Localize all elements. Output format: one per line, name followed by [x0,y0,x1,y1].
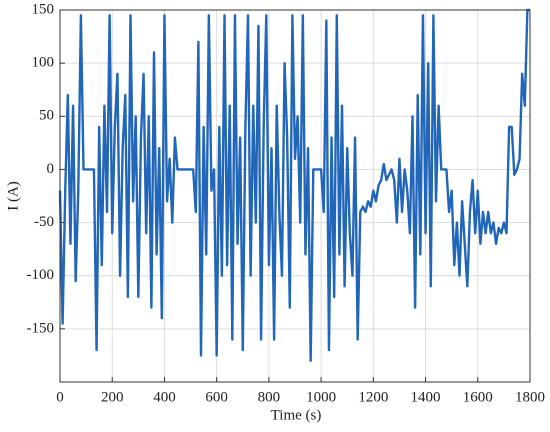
x-axis-label: Time (s) [271,407,322,423]
y-tick-label: 150 [32,1,55,17]
y-tick-label: 100 [32,55,55,71]
x-tick-label: 1400 [411,389,441,405]
x-tick-label: 600 [205,389,228,405]
x-tick-label: 1800 [515,389,545,405]
x-tick-label: 1600 [463,389,493,405]
x-tick-label: 200 [101,389,124,405]
x-tick-label: 1000 [306,389,336,405]
y-axis-label: I (A) [5,181,21,211]
plot-frame [59,9,531,383]
y-tick-label: -100 [27,267,55,283]
y-tick-label: 50 [39,108,54,124]
x-tick-label: 1200 [358,389,388,405]
x-tick-label: 400 [153,389,176,405]
y-tick-label: 0 [47,161,55,177]
y-tick-label: -50 [34,214,54,230]
data-line [58,8,530,362]
y-tick-label: -150 [27,320,55,336]
x-tick-label: 800 [258,389,281,405]
x-tick-label: 0 [56,389,64,405]
